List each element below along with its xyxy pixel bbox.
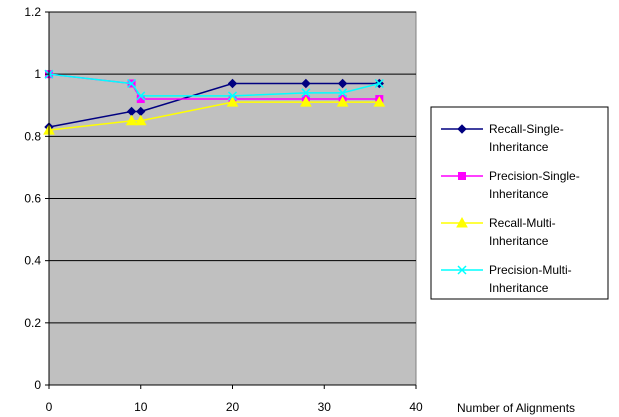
data-point [227,91,238,101]
data-point [301,78,311,89]
data-point [127,78,137,89]
x-tick-label: 20 [226,400,240,414]
x-tick-label: 40 [409,400,423,414]
data-point [336,96,349,107]
data-point-stroke [457,265,467,275]
legend-marker [458,172,466,180]
data-point [226,96,239,107]
x-axis-title: Number of Alignments [457,401,575,415]
legend-marker [457,265,467,275]
y-tick-label: 0.6 [24,192,41,206]
data-point-stroke [136,91,146,101]
legend-item: Recall-Multi- Inheritance [441,216,556,248]
data-point [337,78,348,89]
data-point [338,88,348,98]
x-tick-label: 10 [134,400,148,414]
legend-item: Recall-Single- Inheritance [441,122,564,154]
data-point-stroke [301,88,311,98]
x-tick-label: 0 [46,400,53,414]
legend-label: Inheritance [489,187,549,201]
data-point [373,96,386,107]
legend-item: Precision-Single- Inheritance [441,169,580,201]
legend-label: Inheritance [489,234,549,248]
legend-label: Recall-Multi- [489,216,556,230]
data-point-stroke [374,78,384,89]
legend-label: Recall-Single- [489,122,564,136]
data-point [125,114,138,126]
legend-marker [456,216,468,228]
data-point-stroke [127,78,137,89]
legend-item: Precision-Multi- Inheritance [441,263,572,295]
data-point [301,88,311,98]
data-point-stroke [338,88,348,98]
series-3 [43,96,386,135]
data-point [300,96,312,107]
x-tick-label: 30 [318,400,332,414]
y-tick-label: 0.8 [24,129,41,143]
legend-label: Precision-Multi- [489,263,572,277]
y-tick-label: 1.2 [24,5,41,19]
data-point [227,78,238,89]
legend-label: Inheritance [489,281,549,295]
legend-marker [457,124,467,134]
y-tick-label: 0 [34,378,41,392]
y-tick-label: 0.4 [24,254,41,268]
data-point [136,91,146,101]
data-point [374,78,384,89]
legend-label: Inheritance [489,140,549,154]
data-point [134,114,147,126]
legend-label: Precision-Single- [489,169,580,183]
data-point-stroke [227,91,238,101]
y-tick-label: 1 [34,67,41,81]
y-tick-label: 0.2 [24,316,41,330]
legend-box [430,106,609,300]
